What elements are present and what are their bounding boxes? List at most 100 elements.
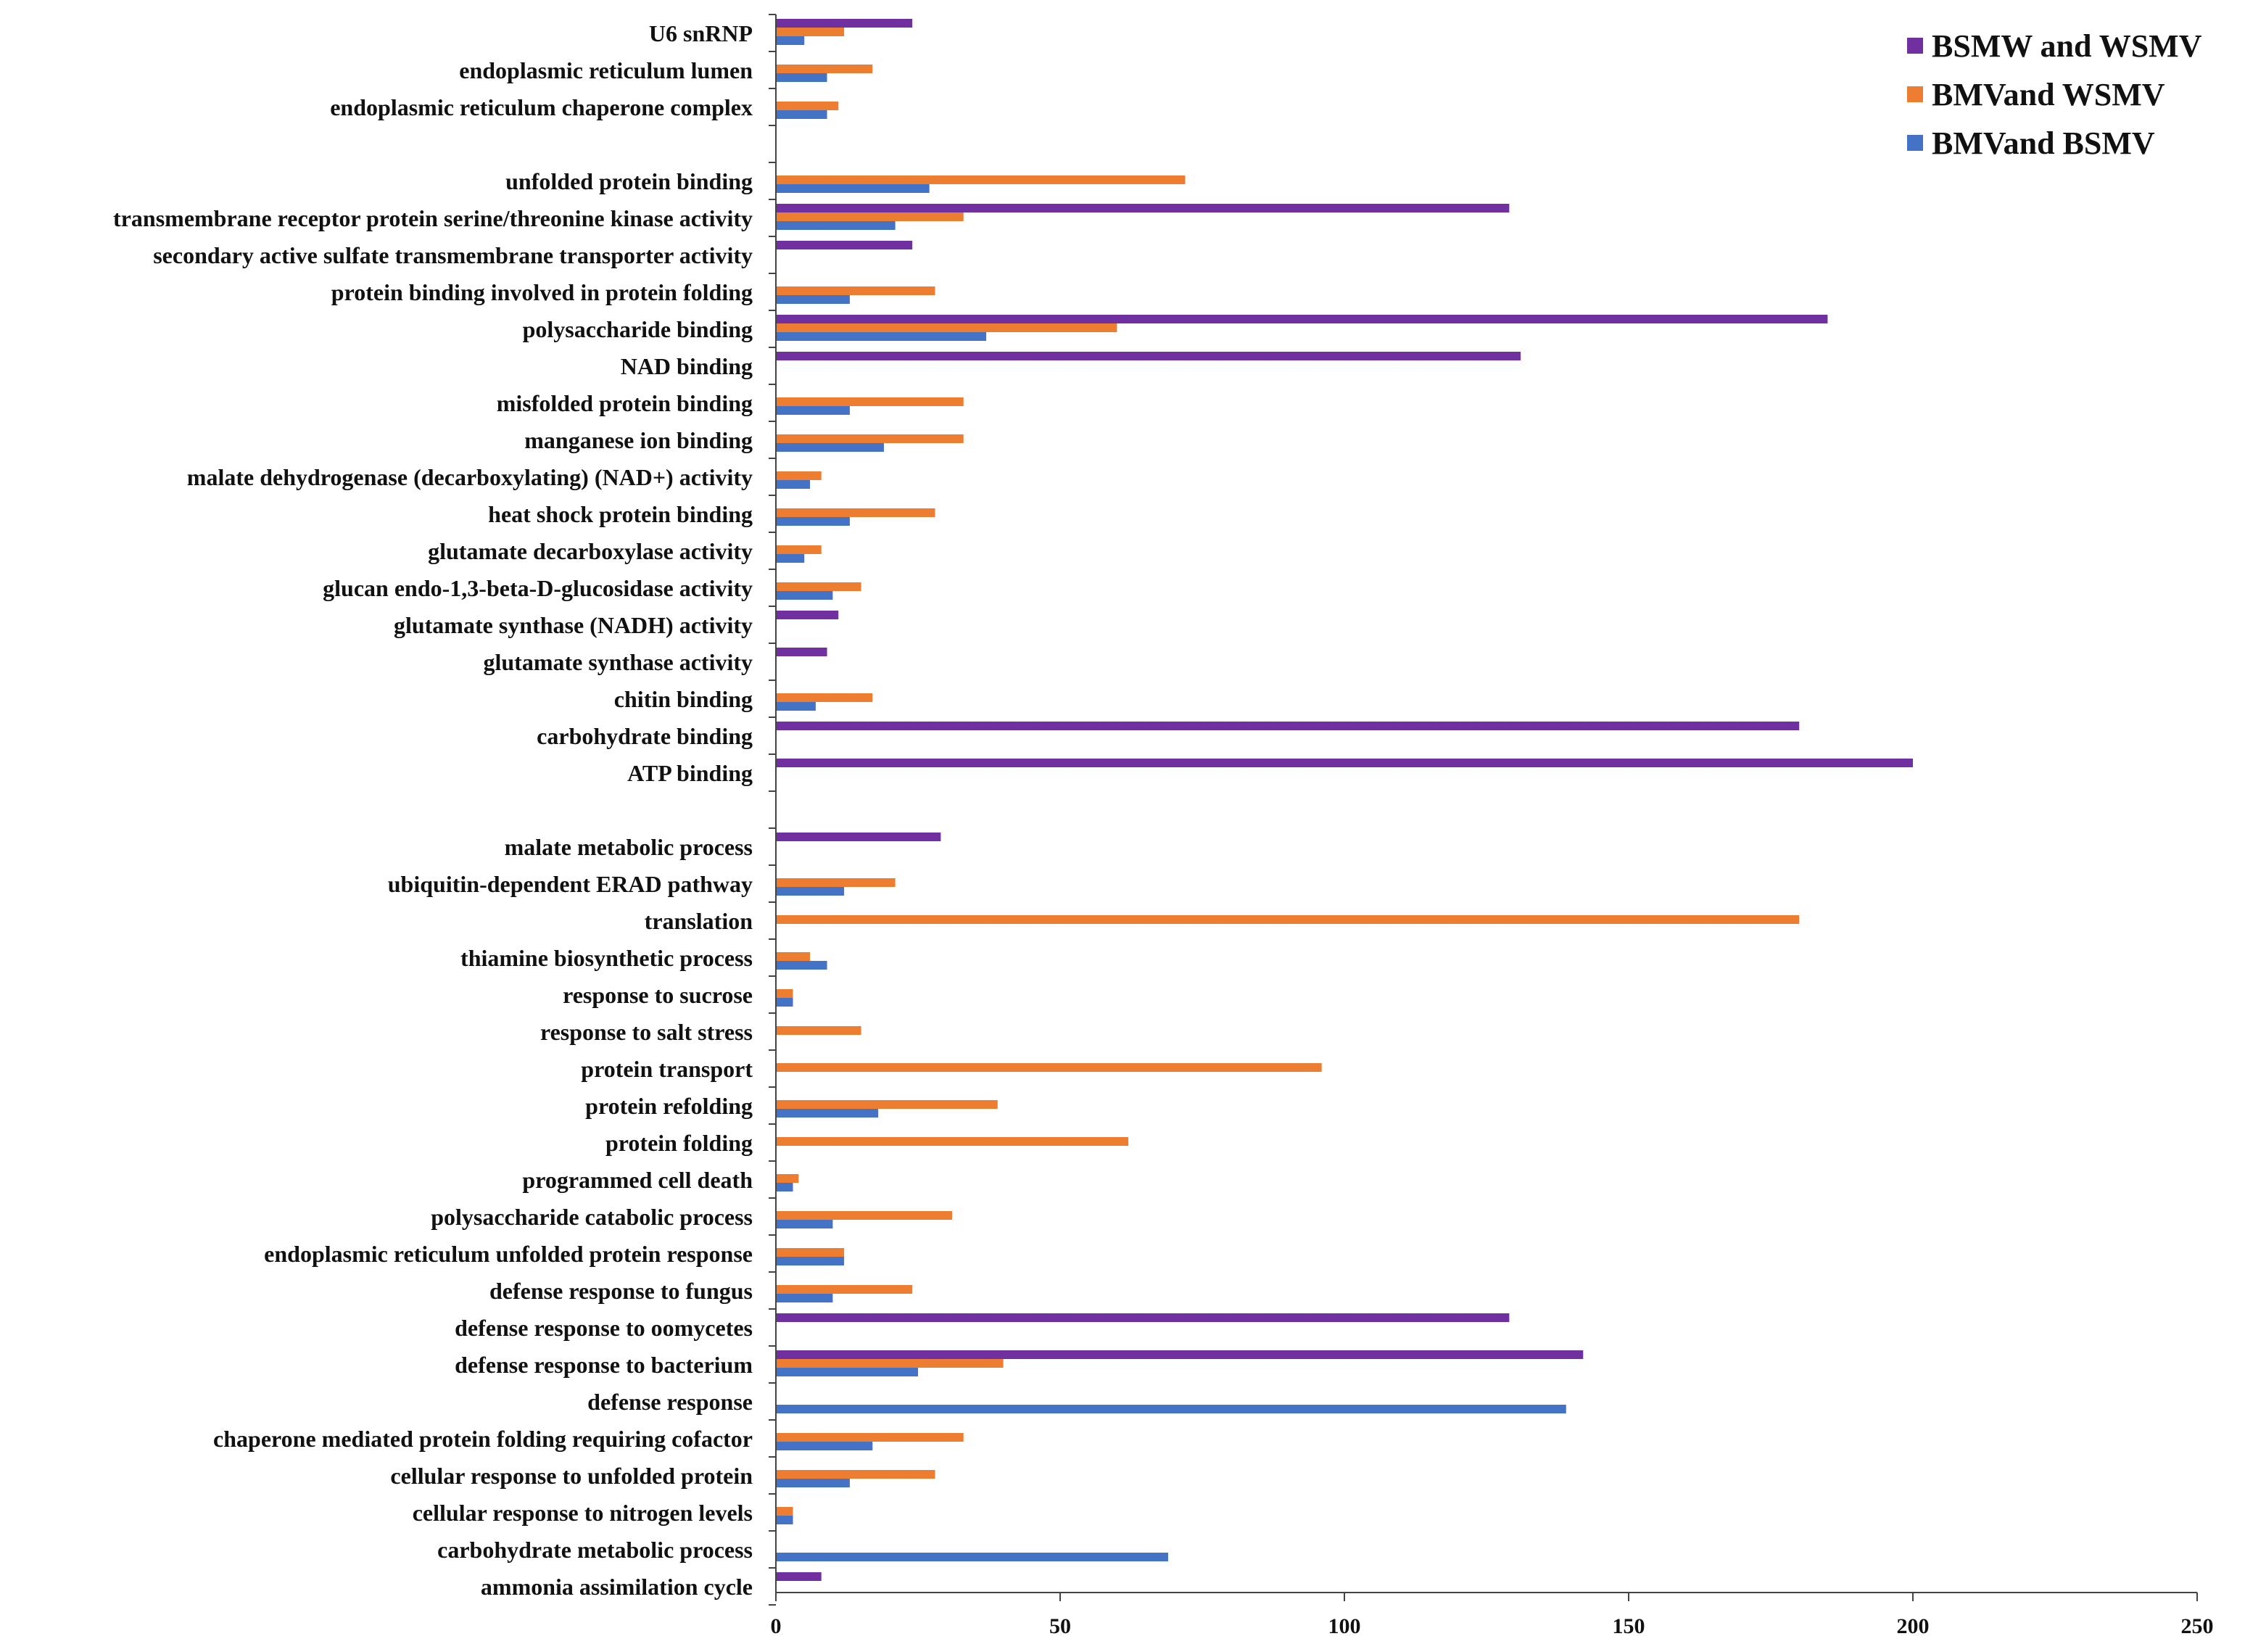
bar-bmvand-bsmv-32 (776, 1220, 833, 1228)
bar-bmvand-bsmv-4 (776, 184, 930, 193)
category-label: endoplasmic reticulum chaperone complex (330, 94, 753, 120)
bar-bmvand-wsmv-8 (776, 323, 1117, 332)
bar-bmvand-wsmv-14 (776, 545, 822, 554)
bar-bmvand-wsmv-4 (776, 175, 1186, 184)
x-tick-label: 100 (1328, 1614, 1361, 1638)
bar-bsmw-and-wsmv-36 (776, 1350, 1584, 1359)
category-label: malate dehydrogenase (decarboxylating) (… (187, 464, 753, 490)
category-label: translation (645, 908, 753, 934)
category-label: U6 snRNP (649, 20, 753, 46)
bar-bmvand-bsmv-36 (776, 1368, 918, 1376)
bar-bmvand-bsmv-14 (776, 554, 805, 563)
bar-bmvand-wsmv-5 (776, 212, 964, 221)
category-label: NAD binding (621, 353, 753, 379)
bar-bmvand-bsmv-12 (776, 480, 811, 489)
x-tick-label: 150 (1613, 1614, 1645, 1638)
bar-bmvand-wsmv-1 (776, 65, 873, 73)
category-label: unfolded protein binding (505, 168, 753, 194)
x-tick-label: 50 (1049, 1614, 1071, 1638)
category-label: malate metabolic process (505, 834, 753, 860)
bar-bmvand-wsmv-18 (776, 693, 873, 702)
category-label: transmembrane receptor protein serine/th… (113, 205, 753, 231)
category-label: defense response to oomycetes (455, 1315, 753, 1341)
legend-swatch (1907, 38, 1923, 54)
legend-label: BSMW and WSMV (1932, 28, 2202, 64)
bar-bmvand-wsmv-29 (776, 1100, 998, 1109)
bar-bmvand-bsmv-0 (776, 36, 805, 45)
category-label: manganese ion binding (524, 427, 753, 453)
bar-bsmw-and-wsmv-8 (776, 315, 1828, 323)
category-label: polysaccharide catabolic process (431, 1204, 753, 1230)
bar-bmvand-wsmv-12 (776, 471, 822, 480)
bar-bsmw-and-wsmv-19 (776, 722, 1800, 730)
category-label: ATP binding (627, 760, 753, 786)
bar-bmvand-wsmv-36 (776, 1359, 1004, 1368)
category-label: defense response (587, 1389, 753, 1415)
category-label: polysaccharide binding (523, 316, 753, 342)
category-label: protein transport (581, 1056, 753, 1082)
category-label: protein refolding (585, 1093, 753, 1119)
bar-bmvand-bsmv-13 (776, 517, 850, 526)
category-label: heat shock protein binding (488, 501, 753, 527)
category-label: chitin binding (614, 686, 753, 712)
bar-bsmw-and-wsmv-17 (776, 648, 827, 656)
bar-bmvand-wsmv-31 (776, 1174, 799, 1183)
bar-bsmw-and-wsmv-6 (776, 241, 913, 249)
bar-bmvand-bsmv-2 (776, 110, 827, 119)
category-label: cellular response to nitrogen levels (413, 1500, 753, 1526)
bar-bmvand-bsmv-5 (776, 221, 896, 230)
bar-bmvand-bsmv-29 (776, 1109, 879, 1118)
bar-bsmw-and-wsmv-5 (776, 204, 1510, 212)
bar-bmvand-bsmv-38 (776, 1442, 873, 1450)
bar-bmvand-bsmv-11 (776, 443, 884, 452)
bar-bmvand-bsmv-33 (776, 1257, 845, 1265)
bar-bmvand-bsmv-23 (776, 887, 845, 896)
bar-bmvand-wsmv-13 (776, 508, 935, 517)
legend-swatch (1907, 135, 1923, 151)
bar-bmvand-wsmv-10 (776, 397, 964, 406)
x-tick-label: 250 (2181, 1614, 2214, 1638)
category-label: carbohydrate metabolic process (437, 1537, 753, 1563)
bar-bmvand-wsmv-27 (776, 1026, 861, 1035)
bar-bmvand-bsmv-10 (776, 406, 850, 415)
bar-bsmw-and-wsmv-35 (776, 1313, 1510, 1322)
bar-bmvand-wsmv-28 (776, 1063, 1322, 1072)
category-label: programmed cell death (522, 1167, 753, 1193)
category-label: endoplasmic reticulum lumen (459, 57, 753, 83)
bar-bmvand-wsmv-40 (776, 1507, 793, 1516)
category-label: chaperone mediated protein folding requi… (213, 1426, 753, 1452)
category-label: response to salt stress (540, 1019, 753, 1045)
bar-bmvand-wsmv-7 (776, 286, 935, 295)
bar-bmvand-bsmv-15 (776, 591, 833, 600)
category-label: carbohydrate binding (537, 723, 753, 749)
bar-bsmw-and-wsmv-42 (776, 1572, 822, 1581)
bar-bmvand-bsmv-39 (776, 1479, 850, 1487)
bar-bmvand-wsmv-15 (776, 582, 861, 591)
bar-bmvand-bsmv-40 (776, 1516, 793, 1524)
bar-bmvand-bsmv-18 (776, 702, 816, 711)
bar-bmvand-bsmv-34 (776, 1294, 833, 1302)
category-label: protein folding (605, 1130, 753, 1156)
legend-label: BMVand BSMV (1932, 125, 2155, 161)
bar-bmvand-wsmv-33 (776, 1248, 845, 1257)
category-label: glucan endo-1,3-beta-D-glucosidase activ… (323, 575, 753, 601)
bar-bmvand-bsmv-41 (776, 1553, 1168, 1561)
category-label: glutamate synthase activity (483, 649, 753, 675)
category-label: glutamate decarboxylase activity (428, 538, 753, 564)
category-label: ubiquitin-dependent ERAD pathway (388, 871, 753, 897)
bar-bmvand-wsmv-24 (776, 915, 1800, 924)
bar-bsmw-and-wsmv-20 (776, 759, 1913, 767)
bar-bmvand-wsmv-39 (776, 1470, 935, 1479)
bar-bmvand-bsmv-7 (776, 295, 850, 304)
bar-bsmw-and-wsmv-22 (776, 833, 941, 841)
bar-bsmw-and-wsmv-9 (776, 352, 1521, 360)
bar-bsmw-and-wsmv-0 (776, 19, 913, 28)
legend-swatch (1907, 86, 1923, 102)
bar-bsmw-and-wsmv-16 (776, 611, 839, 619)
category-label: secondary active sulfate transmembrane t… (153, 242, 753, 268)
x-tick-label: 200 (1897, 1614, 1930, 1638)
category-label: protein binding involved in protein fold… (331, 279, 753, 305)
category-label: defense response to bacterium (455, 1352, 753, 1378)
